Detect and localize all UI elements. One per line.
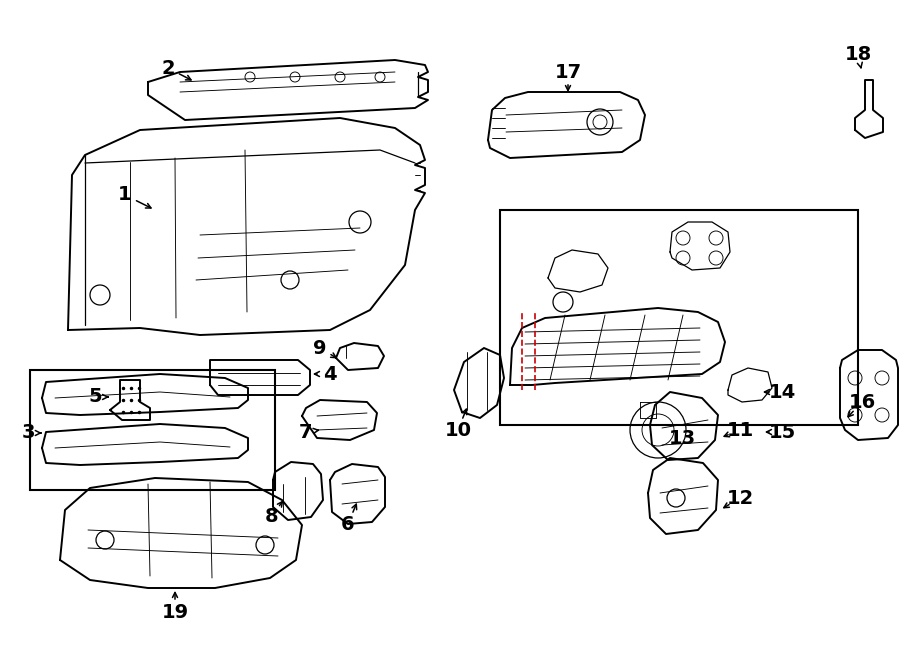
Text: 2: 2	[161, 59, 175, 77]
Text: 6: 6	[341, 514, 355, 533]
Bar	[500, 210, 858, 425]
Text: 7: 7	[298, 422, 311, 442]
Text: 18: 18	[844, 46, 871, 65]
Text: 15: 15	[769, 422, 796, 442]
Text: 17: 17	[554, 63, 581, 81]
Text: 11: 11	[726, 420, 753, 440]
Text: 3: 3	[22, 424, 35, 442]
Text: 8: 8	[266, 506, 279, 525]
Text: 4: 4	[323, 364, 337, 383]
Text: 10: 10	[445, 420, 472, 440]
Text: 14: 14	[769, 383, 796, 401]
Bar	[30, 370, 275, 490]
Text: 5: 5	[88, 387, 102, 407]
Text: 9: 9	[313, 338, 327, 358]
Text: 1: 1	[118, 186, 131, 204]
Text: 13: 13	[669, 428, 696, 447]
Text: 16: 16	[849, 393, 876, 412]
Text: 12: 12	[726, 488, 753, 508]
Text: 19: 19	[161, 602, 189, 621]
